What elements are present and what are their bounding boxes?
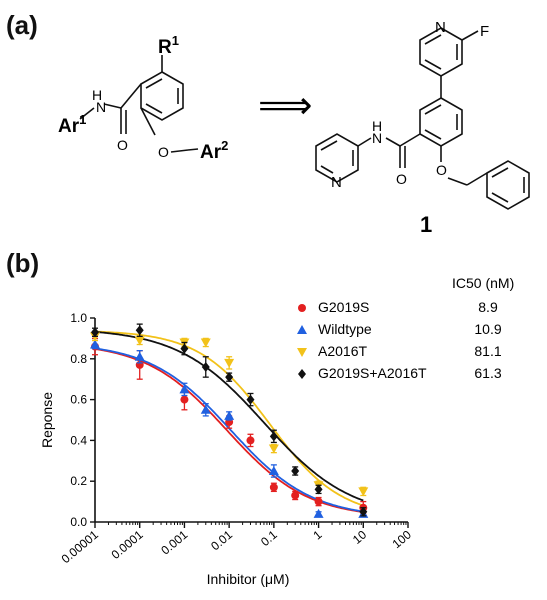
compound-number: 1 (420, 212, 432, 237)
retrosynthesis-arrow: ⟹ (258, 85, 312, 127)
data-point-g2019s (314, 497, 323, 506)
x-tick-label: 0.1 (258, 527, 280, 549)
data-point-g2019s (246, 436, 255, 445)
data-point-g2019s (180, 395, 189, 404)
data-point-g2019s-a2016t (135, 325, 144, 336)
data-point-g2019s (269, 483, 278, 492)
data-point-g2019s-a2016t (225, 372, 234, 383)
legend-label-wildtype: Wildtype (318, 321, 372, 337)
data-point-a2016t (134, 336, 145, 346)
legend-ic50-g2019s: 8.9 (478, 299, 498, 315)
data-point-g2019s-a2016t (246, 394, 255, 405)
compound-ether-o-label: O (436, 162, 447, 178)
data-point-g2019s-a2016t (359, 506, 368, 517)
carbonyl-o-label: O (117, 137, 128, 153)
legend-ic50-a2016t: 81.1 (474, 343, 501, 359)
data-point-wildtype (200, 404, 211, 414)
legend-marker-a2016t (297, 348, 307, 357)
pyridinyl-n-label: N (331, 174, 342, 191)
x-tick-label: 10 (350, 527, 369, 547)
compound-1-bonds (315, 27, 530, 210)
ar2-label: Ar2 (200, 138, 228, 163)
data-point-a2016t (224, 358, 235, 368)
generic-scaffold-bonds (79, 55, 199, 153)
data-point-g2019s-a2016t (180, 343, 189, 354)
data-point-wildtype (134, 351, 145, 361)
y-tick-label: 0.2 (70, 474, 87, 488)
chemical-scheme: R1 H N Ar1 O O Ar2 ⟹ (58, 19, 530, 237)
x-tick-label: 100 (390, 527, 415, 551)
data-point-wildtype (179, 384, 190, 394)
y-tick-label: 0.0 (70, 515, 87, 529)
y-tick-label: 0.6 (70, 393, 87, 407)
legend-ic50-wildtype: 10.9 (474, 321, 501, 337)
fluorine-label: F (480, 23, 489, 40)
data-point-wildtype (224, 410, 235, 420)
legend-marker-g2019s-a2016t (298, 369, 306, 379)
x-axis-label: Inhibitor (μM) (207, 571, 290, 587)
data-point-g2019s-a2016t (201, 361, 210, 372)
legend-marker-g2019s (298, 304, 306, 312)
data-point-wildtype (268, 466, 279, 475)
y-axis-label: Reponse (39, 392, 55, 448)
x-tick-label: 0.01 (208, 527, 235, 553)
panel-label-b: (b) (6, 248, 40, 278)
y-tick-label: 0.4 (70, 433, 87, 447)
y-tick-label: 1.0 (70, 311, 87, 325)
r1-label: R1 (158, 33, 179, 58)
legend: IC50 (nM) G2019S 8.9 Wildtype 10.9 A2016T 81.… (297, 275, 514, 381)
compound-nh-n-label: N (372, 130, 382, 146)
data-point-a2016t (358, 487, 369, 497)
legend-ic50-g2019s-a2016t: 61.3 (474, 365, 501, 381)
legend-label-g2019s: G2019S (318, 299, 369, 315)
x-tick-label: 1 (310, 527, 324, 542)
data-point-g2019s-a2016t (314, 484, 323, 495)
x-tick-label: 0.0001 (109, 527, 146, 562)
legend-marker-wildtype (297, 325, 307, 334)
data-point-g2019s-a2016t (91, 327, 99, 338)
data-points (90, 323, 369, 518)
compound-nh-h-label: H (372, 118, 382, 134)
amide-n-label: N (96, 99, 106, 115)
pyridine-n-label: N (435, 19, 446, 36)
y-tick-label: 0.8 (70, 352, 87, 366)
amide-h-label: H (92, 87, 102, 103)
legend-header: IC50 (nM) (452, 275, 514, 291)
ether-o-label: O (158, 144, 169, 160)
data-point-wildtype (313, 508, 324, 518)
legend-label-a2016t: A2016T (318, 343, 367, 359)
x-tick-label: 0.001 (158, 527, 190, 557)
data-point-wildtype (90, 339, 100, 349)
compound-carbonyl-o-label: O (396, 171, 407, 187)
legend-label-g2019s-a2016t: G2019S+A2016T (318, 365, 427, 381)
data-point-g2019s (291, 491, 300, 500)
data-point-a2016t (200, 338, 211, 348)
data-point-g2019s-a2016t (269, 431, 278, 442)
data-point-g2019s-a2016t (291, 466, 300, 476)
x-tick-label: 0.00001 (59, 527, 101, 566)
ar1-label: Ar1 (58, 112, 86, 137)
panel-label-a: (a) (6, 10, 38, 40)
data-point-a2016t (268, 444, 279, 454)
